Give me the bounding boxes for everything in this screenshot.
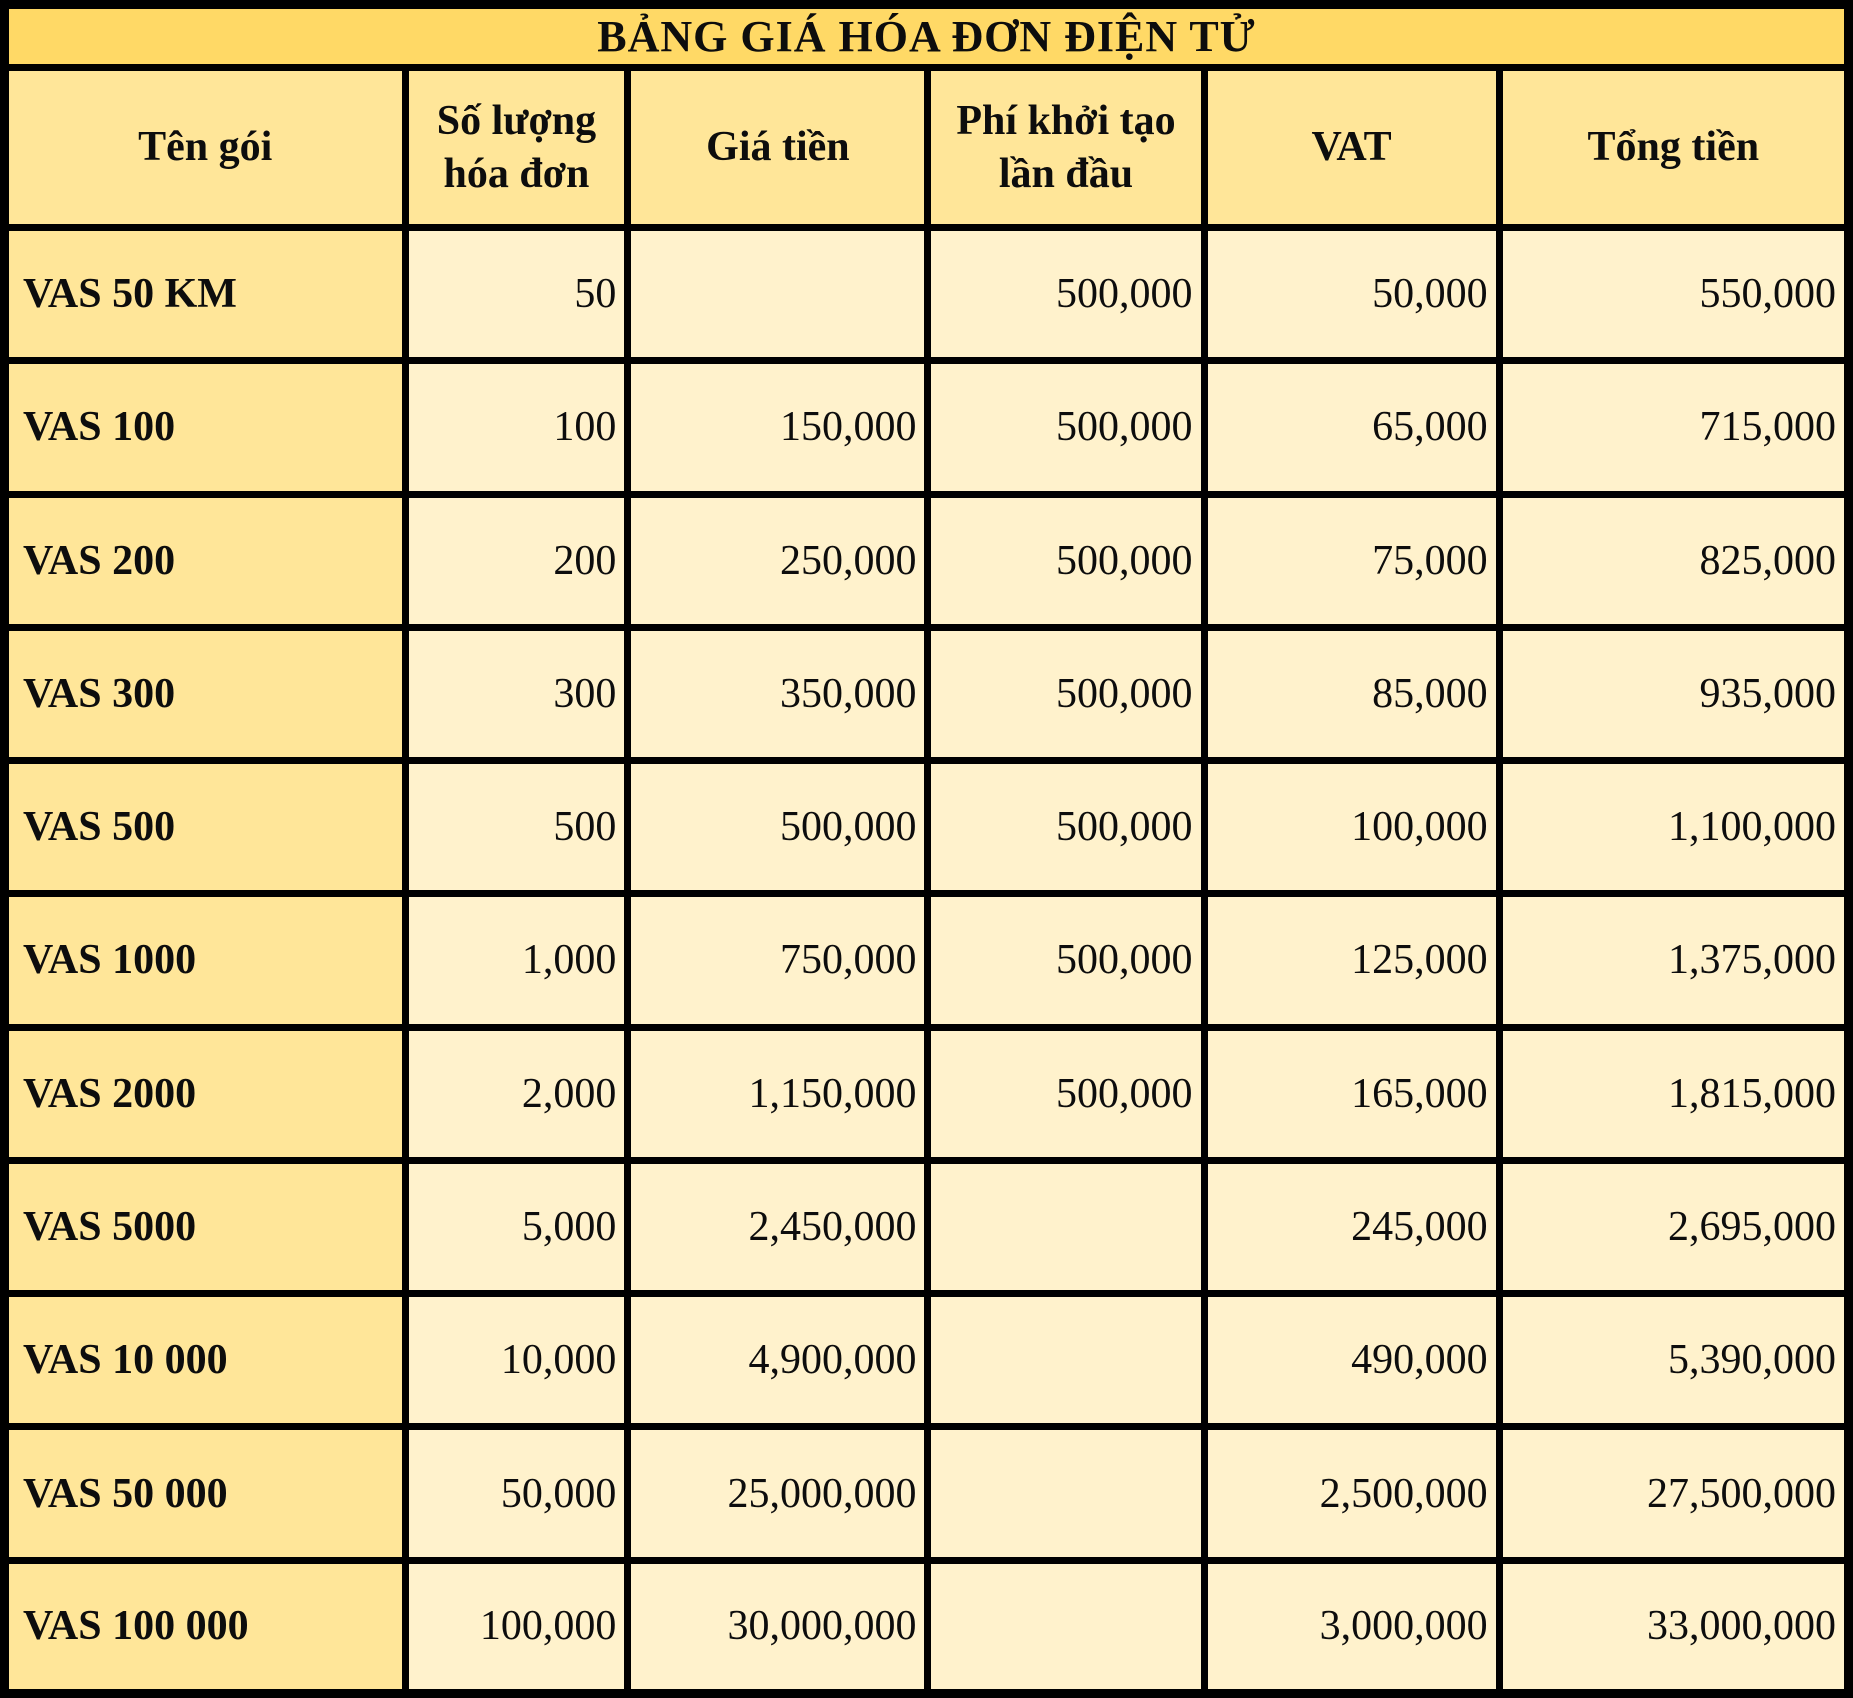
value-cell: 50,000 [1200, 223, 1503, 365]
value-cell: 490,000 [1200, 1290, 1503, 1431]
value-cell: 550,000 [1495, 223, 1853, 365]
value-cell: 500,000 [924, 623, 1208, 765]
table-row: VAS 2000 2,000 1,150,000 500,000 165,000 1,81… [1, 1023, 1853, 1164]
package-name-cell: VAS 100 000 [1, 1556, 409, 1698]
value-cell: 300 [401, 623, 632, 765]
value-cell [924, 1156, 1208, 1298]
value-cell: 500,000 [924, 223, 1208, 365]
column-header-3: Phí khởi tạo lần đầu [924, 64, 1208, 231]
value-cell: 245,000 [1200, 1156, 1503, 1298]
package-name-cell: VAS 50 KM [1, 223, 409, 365]
value-cell: 25,000,000 [624, 1423, 932, 1564]
column-header-4: VAT [1200, 64, 1503, 231]
value-cell: 4,900,000 [624, 1290, 932, 1431]
value-cell: 1,150,000 [624, 1023, 932, 1164]
value-cell: 1,815,000 [1495, 1023, 1853, 1164]
value-cell: 65,000 [1200, 357, 1503, 498]
value-cell: 5,000 [401, 1156, 632, 1298]
value-cell: 33,000,000 [1495, 1556, 1853, 1698]
value-cell: 1,100,000 [1495, 757, 1853, 898]
table-row: VAS 10 000 10,000 4,900,000 490,000 5,390,00… [1, 1290, 1853, 1431]
value-cell: 1,375,000 [1495, 890, 1853, 1031]
value-cell: 350,000 [624, 623, 932, 765]
value-cell: 2,500,000 [1200, 1423, 1503, 1564]
title-row: BẢNG GIÁ HÓA ĐƠN ĐIỆN TỬ [1, 1, 1852, 71]
value-cell: 750,000 [624, 890, 932, 1031]
value-cell: 30,000,000 [624, 1556, 932, 1698]
column-header-0: Tên gói [1, 64, 409, 231]
table-title: BẢNG GIÁ HÓA ĐƠN ĐIỆN TỬ [1, 1, 1852, 71]
value-cell: 500,000 [924, 1023, 1208, 1164]
value-cell: 1,000 [401, 890, 632, 1031]
table-row: VAS 1000 1,000 750,000 500,000 125,000 1,375,… [1, 890, 1853, 1031]
table-row: VAS 50 KM 50 500,000 50,000 550,000 [1, 223, 1853, 365]
value-cell: 85,000 [1200, 623, 1503, 765]
table-row: VAS 100 100 150,000 500,000 65,000 715,000 [1, 357, 1853, 498]
column-header-5: Tổng tiền [1495, 64, 1853, 231]
header-row: Tên gói Số lượng hóa đơn Giá tiền Phí khởi … [1, 64, 1853, 231]
value-cell: 50 [401, 223, 632, 365]
package-name-cell: VAS 50 000 [1, 1423, 409, 1564]
value-cell [624, 223, 932, 365]
value-cell: 500,000 [924, 757, 1208, 898]
package-name-cell: VAS 5000 [1, 1156, 409, 1298]
value-cell: 5,390,000 [1495, 1290, 1853, 1431]
package-name-cell: VAS 500 [1, 757, 409, 898]
value-cell: 3,000,000 [1200, 1556, 1503, 1698]
value-cell: 500,000 [624, 757, 932, 898]
value-cell: 500,000 [924, 357, 1208, 498]
value-cell [924, 1290, 1208, 1431]
table-row: VAS 5000 5,000 2,450,000 245,000 2,695,000 [1, 1156, 1853, 1298]
value-cell: 825,000 [1495, 490, 1853, 631]
value-cell [924, 1556, 1208, 1698]
package-name-cell: VAS 200 [1, 490, 409, 631]
value-cell: 100,000 [401, 1556, 632, 1698]
package-name-cell: VAS 2000 [1, 1023, 409, 1164]
value-cell: 2,695,000 [1495, 1156, 1853, 1298]
value-cell: 100,000 [1200, 757, 1503, 898]
value-cell [924, 1423, 1208, 1564]
value-cell: 935,000 [1495, 623, 1853, 765]
value-cell: 27,500,000 [1495, 1423, 1853, 1564]
package-name-cell: VAS 1000 [1, 890, 409, 1031]
column-header-1: Số lượng hóa đơn [401, 64, 632, 231]
package-name-cell: VAS 10 000 [1, 1290, 409, 1431]
value-cell: 2,000 [401, 1023, 632, 1164]
value-cell: 500,000 [924, 490, 1208, 631]
column-header-2: Giá tiền [624, 64, 932, 231]
package-name-cell: VAS 300 [1, 623, 409, 765]
value-cell: 10,000 [401, 1290, 632, 1431]
value-cell: 125,000 [1200, 890, 1503, 1031]
table-row: VAS 500 500 500,000 500,000 100,000 1,100,000 [1, 757, 1853, 898]
value-cell: 250,000 [624, 490, 932, 631]
value-cell: 150,000 [624, 357, 932, 498]
value-cell: 75,000 [1200, 490, 1503, 631]
table-row: VAS 200 200 250,000 500,000 75,000 825,000 [1, 490, 1853, 631]
value-cell: 165,000 [1200, 1023, 1503, 1164]
value-cell: 500 [401, 757, 632, 898]
value-cell: 100 [401, 357, 632, 498]
table-row: VAS 100 000 100,000 30,000,000 3,000,000 33,… [1, 1556, 1853, 1698]
value-cell: 50,000 [401, 1423, 632, 1564]
table-row: VAS 50 000 50,000 25,000,000 2,500,000 27,50… [1, 1423, 1853, 1564]
table-row: VAS 300 300 350,000 500,000 85,000 935,000 [1, 623, 1853, 765]
value-cell: 500,000 [924, 890, 1208, 1031]
value-cell: 200 [401, 490, 632, 631]
value-cell: 2,450,000 [624, 1156, 932, 1298]
value-cell: 715,000 [1495, 357, 1853, 498]
package-name-cell: VAS 100 [1, 357, 409, 498]
